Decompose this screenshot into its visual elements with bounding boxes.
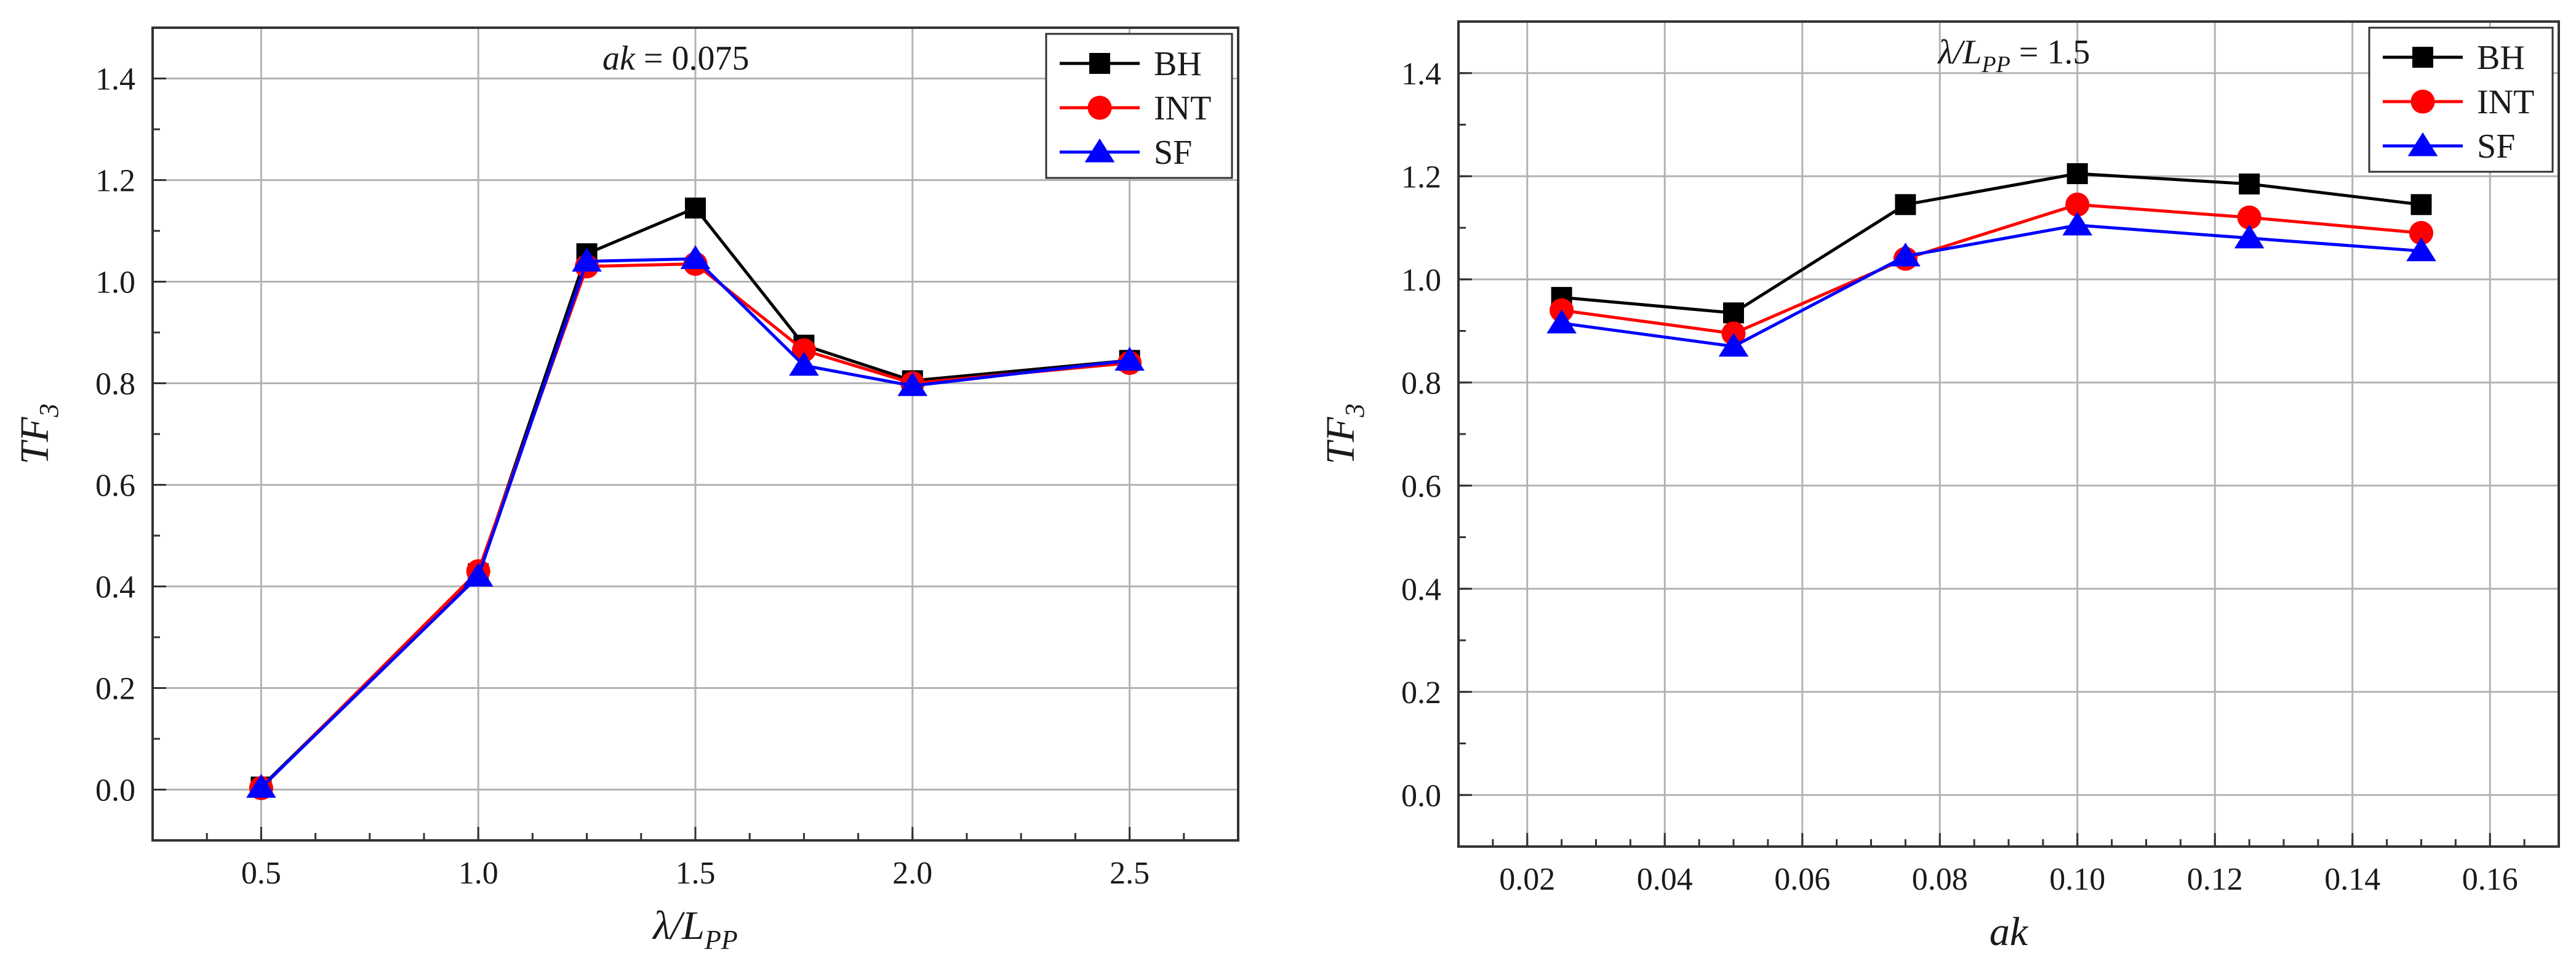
data-point-sf [897,372,928,396]
series-line-bh [1561,172,2422,315]
x-tick-label: 0.10 [2049,862,2105,897]
y-tick-label: 0.2 [1401,675,1441,710]
y-tick-label: 0.6 [95,469,135,504]
legend-marker-int [2410,89,2435,114]
x-tick-label: 0.16 [2462,862,2518,897]
x-tick-label: 0.08 [1912,862,1968,897]
data-point-sf [1890,242,1921,267]
series-line-sf [1561,223,2422,348]
data-point-sf [1718,332,1749,357]
y-tick-label: 1.0 [1401,263,1441,298]
y-tick-label: 0.8 [1401,366,1441,401]
data-point-int [2409,220,2434,245]
chart-right: 0.02 0.04 0.06 0.08 0.10 0.12 0.14 0.16 0.0 0.2 0.… [1318,20,2560,954]
plot-frame [1457,20,2560,848]
x-tick-label: 1.5 [676,856,716,891]
data-point-bh [685,197,706,219]
data-point-sf [2406,237,2436,262]
y-tick-label: 1.4 [95,62,135,97]
y-tick-label: 0.6 [1401,469,1441,504]
x-axis-title: λ/LPP [652,903,737,955]
legend: BH INT SF [1045,33,1233,179]
x-tick-label: 2.5 [1110,856,1150,891]
plot-frame [151,26,1239,842]
legend-marker-int [1087,95,1112,120]
chart-annotation: ak = 0.075 [602,39,749,78]
chart-annotation: λ/LPP = 1.5 [1937,33,2090,78]
data-point-sf [2062,211,2093,236]
data-point-sf [1546,309,1577,334]
legend-label-int: INT [1154,89,1211,127]
x-axis-title: ak [1990,909,2029,954]
data-point-bh [1895,194,1916,215]
y-tick-label: 0.8 [95,367,135,402]
chart-left: 0.5 1.0 1.5 2.0 2.5 0.0 0.2 0.4 0.6 0.8 1.0 1.2 1.4 a… [12,26,1239,955]
data-point-bh [2066,163,2088,185]
y-tick-label: 0.0 [1401,778,1441,813]
y-tick-label: 0.4 [1401,572,1441,607]
legend-marker-bh [2412,47,2433,68]
legend-label-int: INT [2477,83,2534,121]
legend: BH INT SF [2368,26,2554,173]
data-point-int [791,338,816,363]
y-tick-label: 1.0 [95,265,135,300]
x-tick-label: 0.12 [2187,862,2243,897]
legend-label-sf: SF [1154,134,1192,172]
y-tick-label: 0.2 [95,672,135,707]
data-point-sf [246,774,276,798]
data-point-int [2065,192,2090,217]
data-point-bh [2410,194,2432,215]
series-line-int [1561,203,2422,336]
y-axis-title: TF3 [1318,403,1370,464]
data-point-bh [2239,173,2260,195]
data-point-sf [1114,347,1145,371]
legend-label-sf: SF [2477,127,2515,166]
legend-marker-sf [2407,132,2438,156]
y-tick-label: 1.4 [1401,57,1441,92]
data-point-bh [1723,302,1744,324]
data-point-sf [2234,224,2265,249]
x-tick-label: 2.0 [892,856,932,891]
x-tick-label: 1.0 [458,856,498,891]
x-tick-label: 0.06 [1774,862,1830,897]
y-tick-label: 1.2 [95,164,135,199]
y-tick-label: 0.0 [95,773,135,808]
x-tick-label: 0.04 [1637,862,1693,897]
x-tick-label: 0.02 [1499,862,1555,897]
y-axis-title: TF3 [12,403,64,464]
data-point-sf [572,248,602,272]
data-point-sf [463,562,494,587]
y-tick-label: 1.2 [1401,159,1441,195]
data-point-sf [680,245,711,269]
y-tick-label: 0.4 [95,570,135,605]
legend-box [1045,33,1233,179]
x-tick-label: 0.5 [241,856,281,891]
legend-box [2368,26,2554,173]
legend-marker-sf [1084,138,1115,163]
legend-label-bh: BH [2477,39,2525,77]
data-point-int [2237,205,2262,230]
legend-marker-bh [1089,53,1110,74]
x-tick-label: 0.14 [2324,862,2380,897]
data-point-sf [789,352,819,376]
legend-label-bh: BH [1154,45,1202,83]
